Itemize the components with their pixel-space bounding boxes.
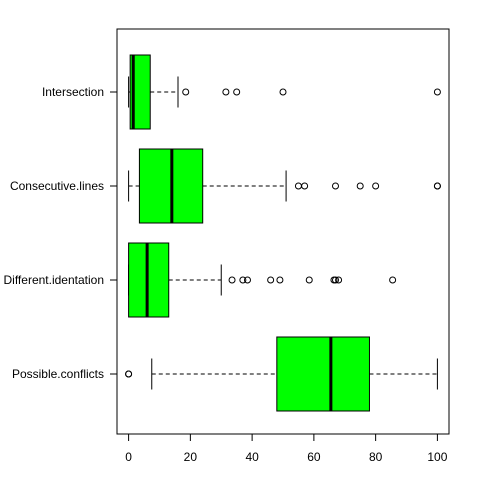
outlier-point [301,182,309,190]
x-axis: 0 20 40 60 80 100 [125,433,448,464]
y-tick-label: Different.identation [3,273,104,287]
outlier-point [267,276,275,284]
x-tick-label: 100 [427,450,447,464]
box-group-intersection [128,54,441,130]
box-group-possible-conflicts [125,336,438,412]
outlier-point [331,276,339,284]
y-tick-label: Intersection [42,85,104,99]
outlier-point [305,276,313,284]
outlier-point [233,88,241,96]
outlier-point [228,276,236,284]
outlier-point [372,182,380,190]
box-group-different-identation [128,242,397,318]
x-tick-label: 60 [307,450,321,464]
outlier-point [125,370,133,378]
outlier-point [276,276,284,284]
y-tick-label: Possible.conflicts [12,367,104,381]
y-tick-label: Consecutive.lines [10,179,104,193]
outlier-point [331,182,339,190]
y-axis: Intersection Consecutive.lines Different.i… [3,85,117,381]
outlier-point [294,182,302,190]
outlier-point [222,88,230,96]
box-group-consecutive-lines [128,148,441,224]
iqr-box [128,242,170,318]
outlier-point [182,88,190,96]
outlier-point [335,276,343,284]
x-tick-label: 40 [245,450,259,464]
x-tick-label: 20 [184,450,198,464]
outlier-point [279,88,287,96]
outlier-point [433,182,441,190]
iqr-box [276,336,370,412]
x-tick-label: 80 [369,450,383,464]
outlier-point [433,88,441,96]
iqr-box [129,54,151,130]
outlier-point [239,276,247,284]
outlier-point [243,276,251,284]
outlier-point [356,182,364,190]
x-tick-label: 0 [125,450,132,464]
boxes-layer [125,54,441,412]
outlier-point [389,276,397,284]
